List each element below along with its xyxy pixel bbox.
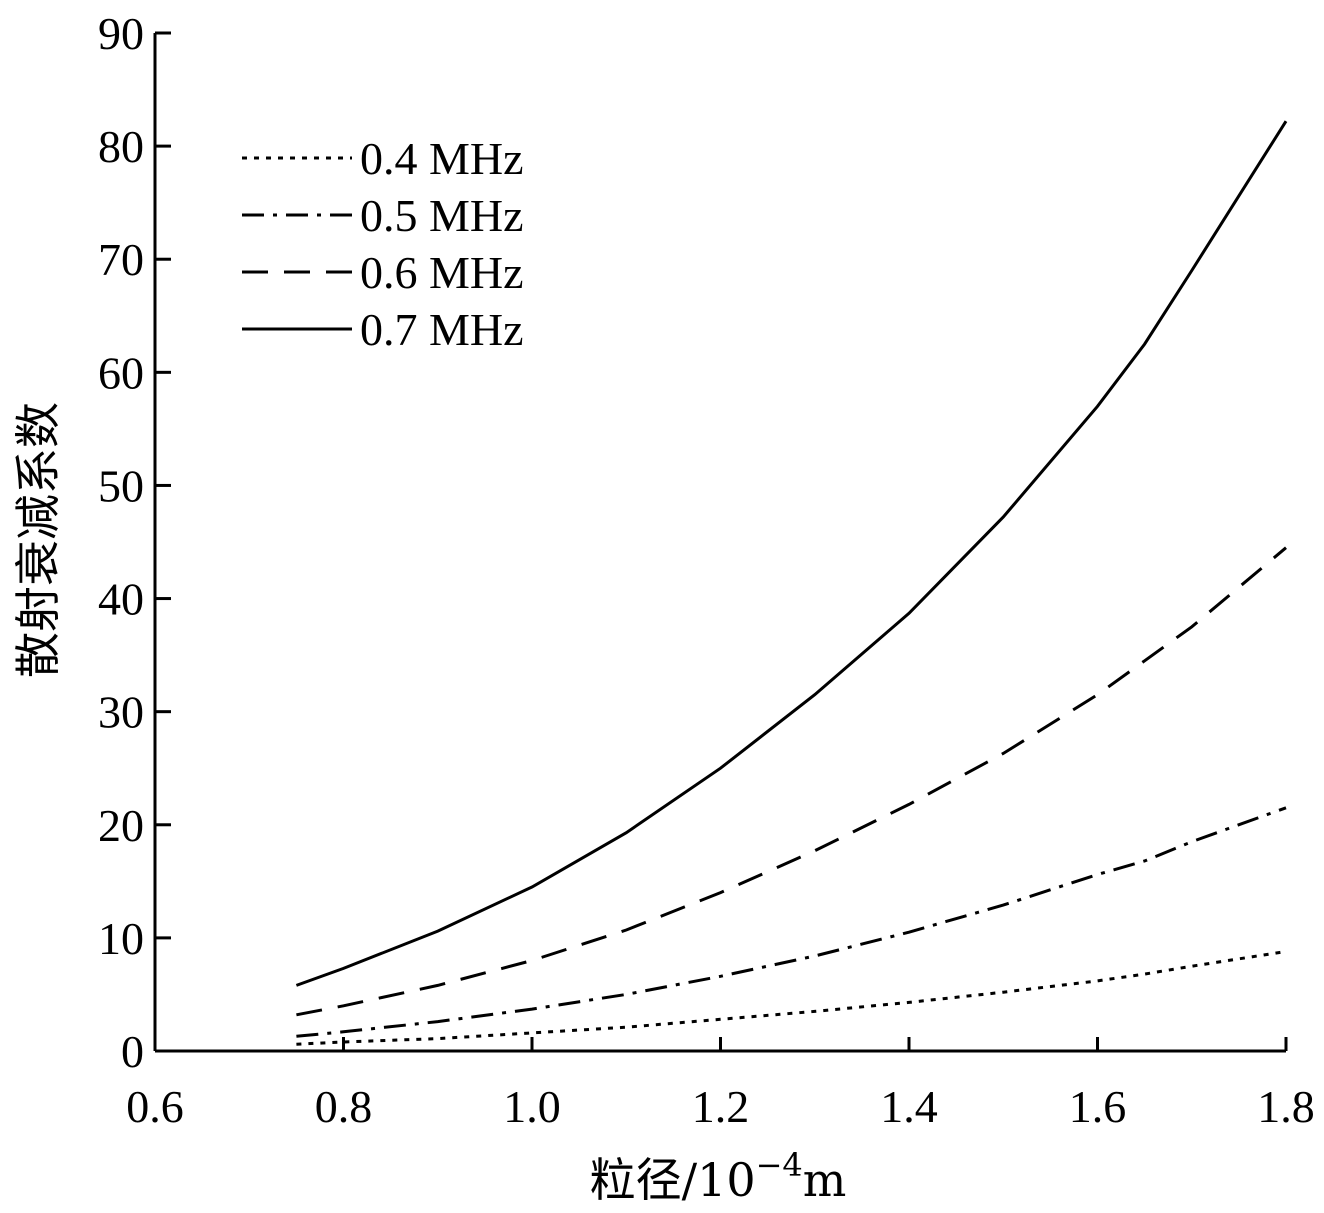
- legend: 0.4 MHz 0.5 MHz 0.6 MHz 0.7 MHz: [242, 133, 524, 355]
- y-tick-label: 50: [98, 460, 144, 511]
- x-tick-label: 1.6: [1069, 1081, 1127, 1132]
- legend-label: 0.5 MHz: [360, 190, 524, 241]
- x-tick-label: 0.8: [315, 1081, 373, 1132]
- legend-label: 0.6 MHz: [360, 247, 524, 298]
- y-tick-label: 60: [98, 347, 144, 398]
- series-layer: [295, 120, 1288, 1046]
- x-axis-label-exponent: −4: [756, 1146, 803, 1184]
- x-axis-label-unit: m: [803, 1153, 847, 1207]
- y-ticks: 0 10 20 30 40 50 60 70 80 90: [98, 8, 171, 1077]
- x-tick-label: 0.6: [126, 1081, 184, 1132]
- y-tick-label: 70: [98, 234, 144, 285]
- y-tick-label: 80: [98, 121, 144, 172]
- y-axis-label: 散射衰减系数: [11, 402, 65, 678]
- x-axis-label-text: 粒径/10: [590, 1153, 756, 1207]
- y-tick-label: 90: [98, 8, 144, 59]
- series-line-0.6-mhz: [296, 546, 1287, 1017]
- x-tick-label: 1.0: [503, 1081, 561, 1132]
- series-line-0.5-mhz: [296, 806, 1287, 1038]
- y-tick-label: 40: [98, 574, 144, 625]
- y-tick-label: 30: [98, 687, 144, 738]
- legend-label: 0.4 MHz: [360, 133, 524, 184]
- x-tick-label: 1.2: [692, 1081, 750, 1132]
- legend-label: 0.7 MHz: [360, 304, 524, 355]
- x-tick-label: 1.8: [1257, 1081, 1315, 1132]
- x-ticks: 0.6 0.8 1.0 1.2 1.4 1.6 1.8: [126, 1037, 1315, 1132]
- y-tick-label: 10: [98, 913, 144, 964]
- x-axis-label: 粒径/10−4m: [590, 1146, 847, 1207]
- x-tick-label: 1.4: [880, 1081, 938, 1132]
- y-tick-label: 20: [98, 800, 144, 851]
- axes: 0.6 0.8 1.0 1.2 1.4 1.6 1.8 0 10 20 30 40 50 60 70 80 9…: [98, 8, 1315, 1132]
- series-line-0.7-mhz: [295, 120, 1288, 987]
- series-line-0.4-mhz: [296, 950, 1287, 1046]
- y-tick-label: 0: [121, 1026, 144, 1077]
